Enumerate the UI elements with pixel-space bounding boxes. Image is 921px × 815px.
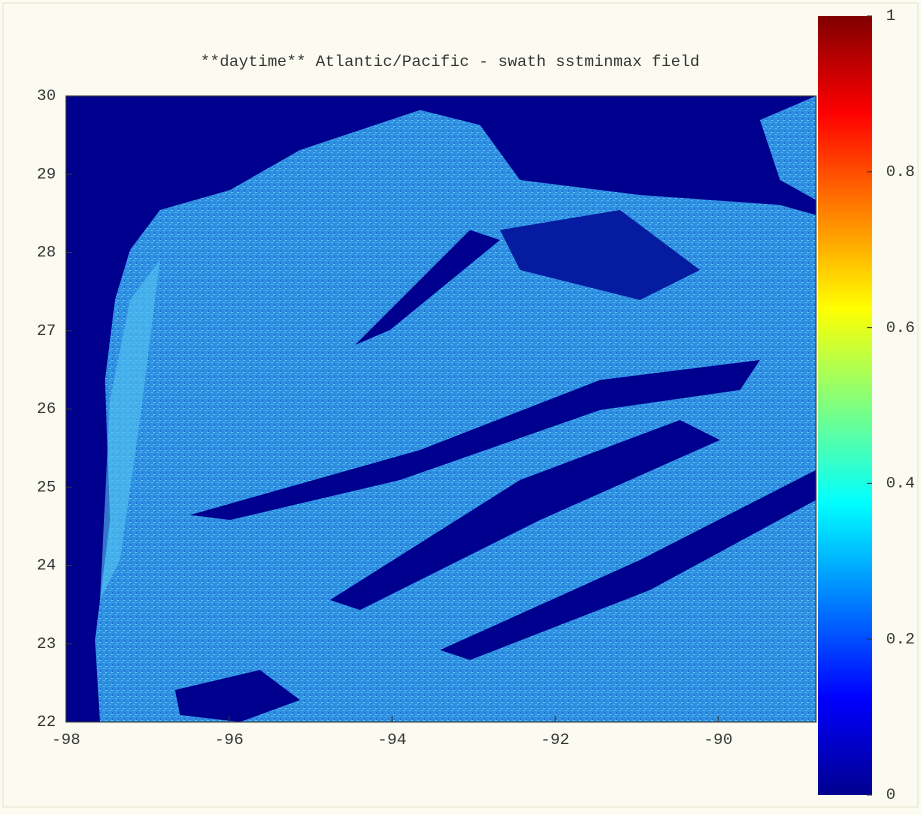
- x-tick-label: -98: [52, 731, 81, 749]
- y-tick-label: 24: [37, 557, 56, 575]
- y-tick-label: 22: [37, 713, 56, 731]
- x-tick-label: -96: [215, 731, 244, 749]
- colorbar-tick-label: 0: [886, 786, 896, 804]
- y-tick-label: 26: [37, 400, 56, 418]
- colorbar-tick-label: 0.8: [886, 163, 915, 181]
- x-tick-label: -94: [378, 731, 407, 749]
- x-tick-label: -92: [541, 731, 570, 749]
- chart-title: **daytime** Atlantic/Pacific - swath sst…: [200, 53, 699, 71]
- colorbar-tick-label: 0.4: [886, 475, 915, 493]
- y-tick-label: 25: [37, 478, 56, 496]
- y-tick-label: 28: [37, 244, 56, 262]
- y-tick-label: 30: [37, 87, 56, 105]
- y-tick-label: 29: [37, 165, 56, 183]
- colorbar-tick-label: 0.2: [886, 630, 915, 648]
- colorbar: [818, 16, 872, 795]
- y-tick-label: 23: [37, 635, 56, 653]
- y-tick-label: 27: [37, 322, 56, 340]
- swath-field: [95, 96, 816, 722]
- plot-area: [65, 95, 817, 723]
- colorbar-tick-label: 1: [886, 7, 896, 25]
- colorbar-tick-label: 0.6: [886, 319, 915, 337]
- x-tick-label: -90: [704, 731, 733, 749]
